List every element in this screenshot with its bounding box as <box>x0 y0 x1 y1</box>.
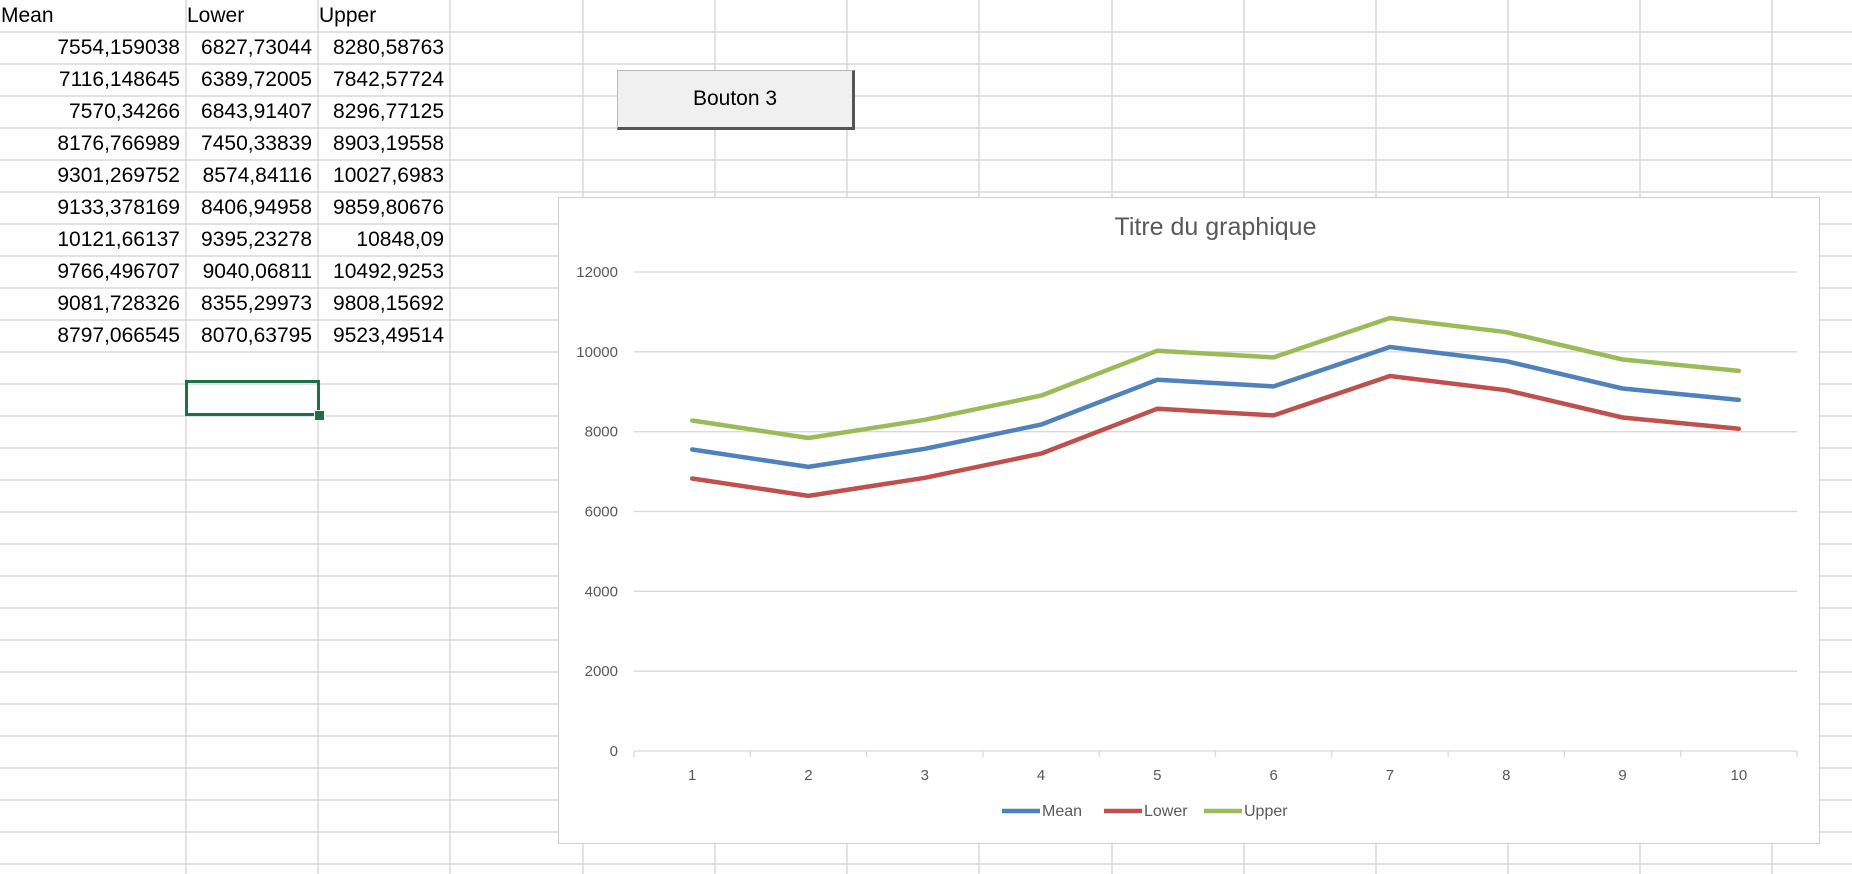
y-tick-label: 6000 <box>585 504 618 521</box>
data-cell[interactable]: 10492,9253 <box>333 260 444 283</box>
x-tick-label: 10 <box>1731 767 1748 784</box>
data-cell[interactable]: 9081,728326 <box>57 292 180 315</box>
x-tick-label: 1 <box>688 767 696 784</box>
data-cell[interactable]: 9040,06811 <box>202 260 312 283</box>
legend-label: Upper <box>1244 803 1288 820</box>
y-tick-label: 12000 <box>576 264 618 281</box>
data-cell[interactable]: 7554,159038 <box>57 36 180 59</box>
data-cell[interactable]: 8406,94958 <box>201 196 312 219</box>
x-tick-label: 6 <box>1269 767 1277 784</box>
x-tick-label: 7 <box>1386 767 1394 784</box>
selected-cell[interactable] <box>185 380 320 416</box>
data-cell[interactable]: 6843,91407 <box>201 100 312 123</box>
legend-label: Lower <box>1144 803 1188 820</box>
data-cell[interactable]: 9133,378169 <box>57 196 180 219</box>
y-tick-label: 0 <box>610 743 618 760</box>
data-cell[interactable]: 10121,66137 <box>57 228 180 251</box>
data-cell[interactable]: 9766,496707 <box>57 260 180 283</box>
chart-svg: Titre du graphique 0 2000 4000 6000 8000 10000… <box>576 213 1798 820</box>
data-cell[interactable]: 8355,29973 <box>201 292 312 315</box>
data-cell[interactable]: 10027,6983 <box>333 164 444 187</box>
data-cell[interactable]: 9395,23278 <box>201 228 312 251</box>
x-tick-label: 8 <box>1502 767 1510 784</box>
chart-title: Titre du graphique <box>1115 213 1317 241</box>
data-cell[interactable]: 7570,34266 <box>69 100 180 123</box>
data-cell[interactable]: 8574,84116 <box>202 164 312 187</box>
bouton-3-button[interactable]: Bouton 3 <box>617 70 855 130</box>
data-cell[interactable]: 7842,57724 <box>333 68 444 91</box>
y-tick-label: 10000 <box>576 344 618 361</box>
data-cell[interactable]: 9808,15692 <box>333 292 444 315</box>
data-cell[interactable]: 8280,58763 <box>333 36 444 59</box>
series-line-lower[interactable] <box>689 373 1742 499</box>
y-tick-label: 8000 <box>585 424 618 441</box>
header-cell[interactable]: Lower <box>187 4 245 27</box>
data-cell[interactable]: 8797,066545 <box>57 324 180 347</box>
x-tick-label: 2 <box>804 767 812 784</box>
x-tick-label: 4 <box>1037 767 1045 784</box>
data-cell[interactable]: 6389,72005 <box>201 68 312 91</box>
data-cell[interactable]: 7450,33839 <box>201 132 312 155</box>
series-line-upper[interactable] <box>689 315 1742 441</box>
line-chart[interactable]: Titre du graphique 0 2000 4000 6000 8000 10000… <box>558 197 1820 844</box>
y-tick-label: 4000 <box>585 583 618 600</box>
data-cell[interactable]: 8176,766989 <box>57 132 180 155</box>
x-tick-label: 5 <box>1153 767 1161 784</box>
data-cell[interactable]: 8903,19558 <box>333 132 444 155</box>
data-cell[interactable]: 6827,73044 <box>201 36 312 59</box>
x-tick-label: 9 <box>1618 767 1626 784</box>
data-cell[interactable]: 10848,09 <box>356 228 444 251</box>
series-line-mean[interactable] <box>689 344 1742 470</box>
data-cell[interactable]: 8296,77125 <box>333 100 444 123</box>
header-cell[interactable]: Upper <box>319 4 377 27</box>
y-tick-label: 2000 <box>585 663 618 680</box>
legend-label: Mean <box>1042 803 1082 820</box>
data-cell[interactable]: 8070,63795 <box>201 324 312 347</box>
x-tick-label: 3 <box>921 767 929 784</box>
data-cell[interactable]: 7116,148645 <box>58 68 180 91</box>
fill-handle[interactable] <box>314 410 325 421</box>
data-cell[interactable]: 9859,80676 <box>333 196 444 219</box>
data-cell[interactable]: 9523,49514 <box>333 324 444 347</box>
data-cell[interactable]: 9301,269752 <box>57 164 180 187</box>
header-cell[interactable]: Mean <box>1 4 54 27</box>
